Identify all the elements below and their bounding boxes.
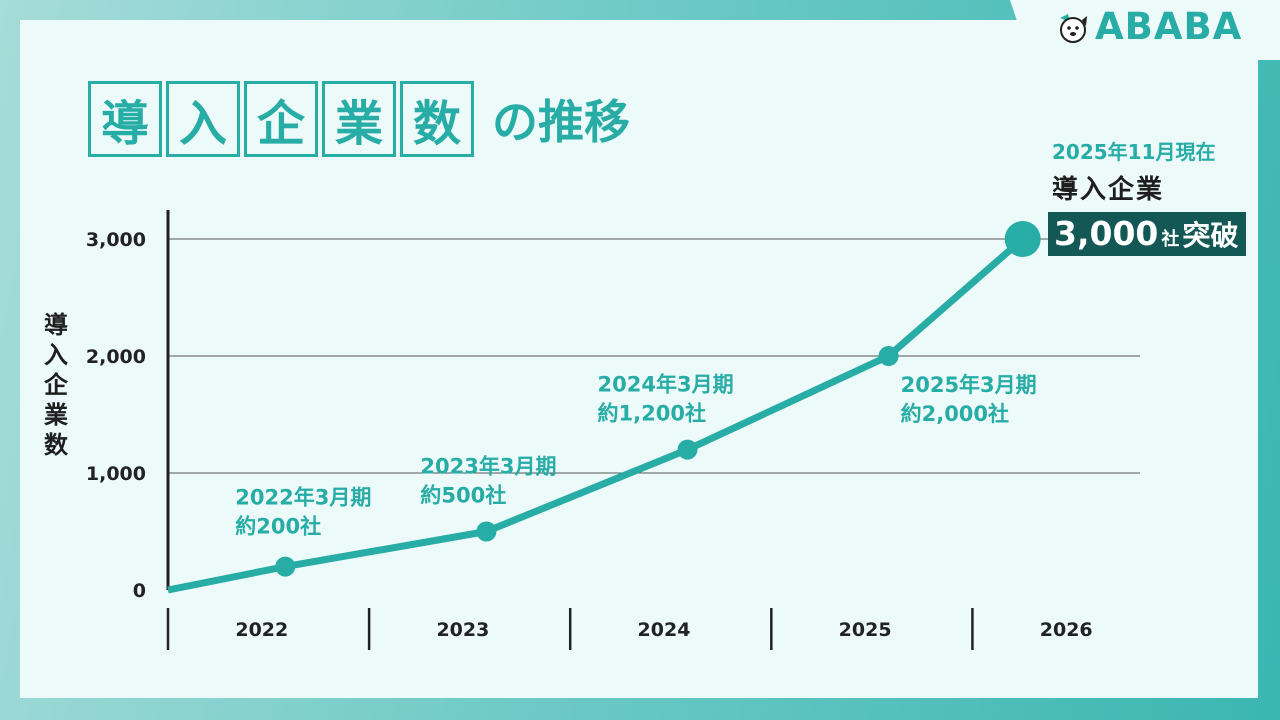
- page-title: 導 入 企 業 数 の推移: [88, 76, 630, 162]
- y-tick-label: 1,000: [86, 463, 146, 485]
- title-char-box: 企: [244, 81, 318, 157]
- data-point: [878, 346, 899, 366]
- y-axis-label: 導入企業数: [44, 311, 68, 459]
- headline-text: 突破: [1182, 219, 1239, 252]
- data-point: [275, 556, 296, 577]
- data-point: [677, 439, 698, 460]
- series-line: [167, 236, 1026, 594]
- data-label: 2025年3月期: [901, 373, 1037, 397]
- headline-date: 2025年11月現在: [1052, 140, 1216, 164]
- data-label: 2024年3月期: [598, 373, 734, 397]
- y-tick-label: 2,000: [86, 346, 146, 368]
- title-suffix: の推移: [492, 95, 630, 149]
- data-point: [476, 521, 497, 542]
- x-tick-label: 2024: [638, 619, 691, 641]
- logo-tab: [1010, 0, 1280, 60]
- headline-number: 3,000: [1054, 214, 1159, 253]
- title-char-box: 導: [88, 81, 162, 157]
- data-label: 約1,200社: [598, 402, 706, 426]
- y-tick-label: 3,000: [86, 229, 146, 251]
- title-char-box: 業: [322, 81, 396, 157]
- highlight-point: [1004, 221, 1041, 257]
- x-tick-label: 2025: [839, 619, 892, 641]
- brand-logo: ABABA: [1095, 5, 1243, 48]
- headline-callout: 2025年11月現在 導入企業 3,000 社突破: [1048, 136, 1247, 256]
- x-tick-label: 2026: [1040, 619, 1093, 641]
- headline-subject: 導入企業: [1052, 175, 1165, 205]
- y-tick-label: 0: [133, 580, 146, 602]
- data-label: 2023年3月期: [420, 455, 556, 479]
- data-label: 約2,000社: [901, 402, 1009, 426]
- x-tick-label: 2023: [436, 619, 489, 641]
- data-label: 2022年3月期: [235, 486, 371, 510]
- data-label: 約200社: [235, 515, 321, 539]
- headline-badge: 3,000 社突破: [1048, 212, 1247, 256]
- dog-logo-icon: [1060, 14, 1087, 43]
- data-label: 約500社: [420, 484, 506, 508]
- headline-unit: 社: [1161, 229, 1180, 250]
- title-char-box: 入: [166, 81, 240, 157]
- x-tick-label: 2022: [235, 619, 288, 641]
- title-char-box: 数: [400, 81, 474, 157]
